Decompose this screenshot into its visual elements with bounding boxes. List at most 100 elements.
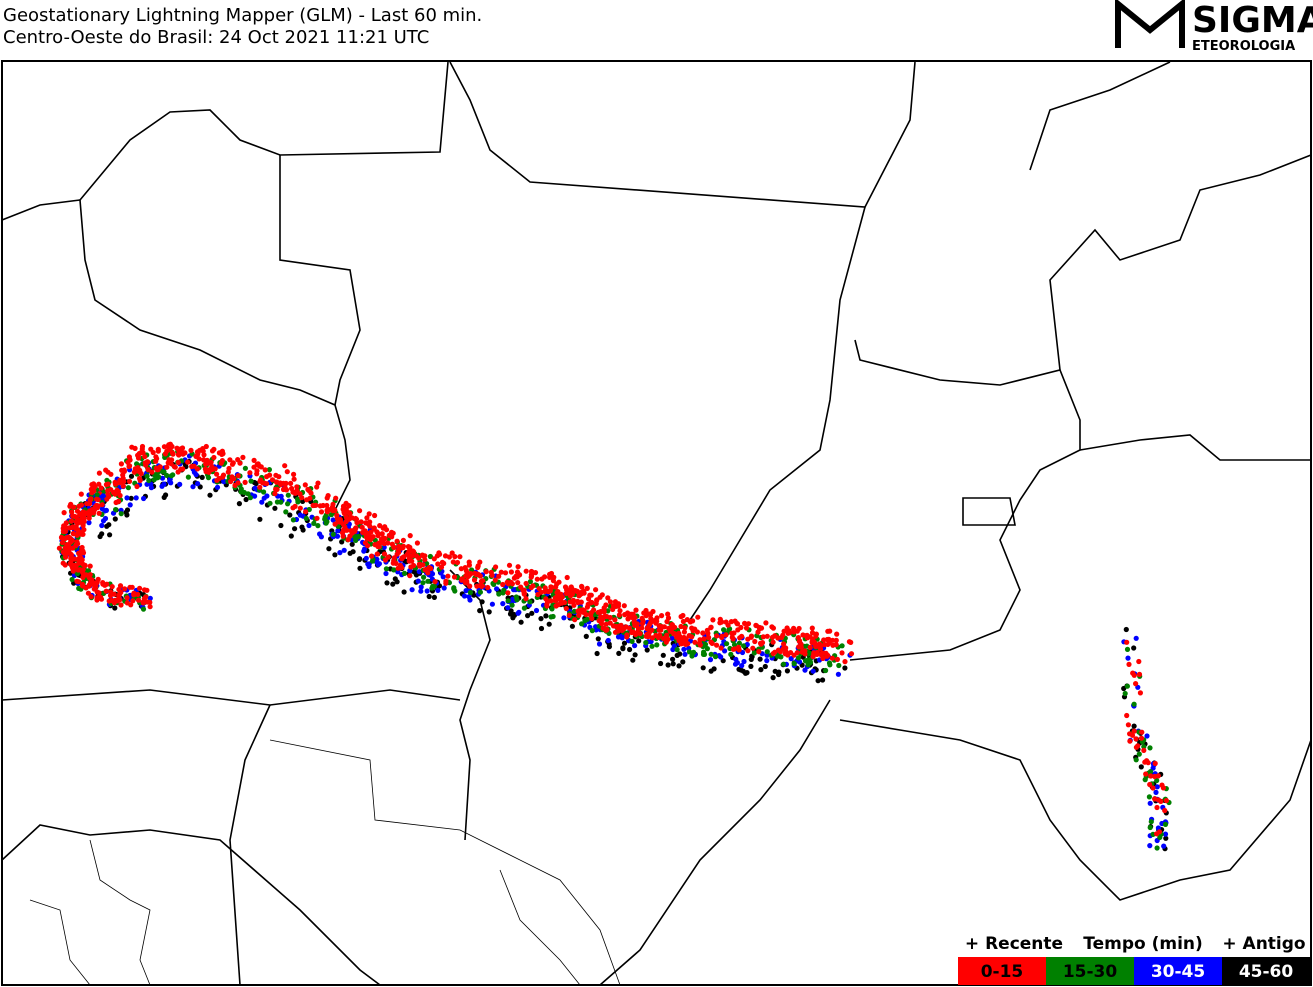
lightning-dot [518,584,524,590]
lightning-dot [272,491,278,497]
lightning-dot [424,588,430,594]
lightning-dot [390,581,396,587]
lightning-dot [607,614,613,621]
lightning-dot [521,605,528,611]
lightning-dot [357,508,363,514]
lightning-dot [554,581,560,587]
lightning-dot [723,619,729,625]
lightning-dot [414,540,420,546]
lightning-dot [324,509,330,515]
lightning-dot [201,452,207,458]
lightning-dot [496,591,502,597]
lightning-dot [514,574,520,580]
lightning-dot [1152,773,1158,780]
lightning-dot [435,587,441,594]
lightning-dot [409,587,415,593]
lightning-dot [506,562,513,568]
lightning-dot [283,509,289,515]
lightning-dot [411,549,417,555]
lightning-dot [515,580,521,586]
lightning-dot [644,626,650,632]
lightning-dot [128,602,134,608]
lightning-dot [168,480,174,486]
lightning-dot [290,517,296,523]
lightning-dot [220,472,227,478]
lightning-dot [748,633,755,639]
lightning-dot [329,504,336,510]
lightning-dot [118,511,124,517]
lightning-dot [805,662,811,668]
lightning-dot [134,483,140,490]
lightning-dot [442,553,449,559]
lightning-dot [333,495,339,501]
lightning-dot [575,599,581,606]
lightning-dot [278,482,284,488]
lightning-dot [429,585,435,591]
lightning-dot [391,555,397,561]
lightning-dot [458,566,464,572]
lightning-dot [359,524,365,530]
lightning-dot [823,667,829,674]
lightning-dot [661,635,667,642]
lightning-dot [332,552,338,558]
lightning-dot [589,628,595,634]
lightning-dot [395,548,401,554]
lightning-dot [557,593,563,599]
lightning-dot [665,636,671,643]
lightning-dot [136,469,142,475]
lightning-dot [1124,712,1130,719]
lightning-dot [483,569,489,575]
border [962,497,1016,526]
lightning-dot [383,570,389,577]
lightning-dot [479,583,485,589]
lightning-dot [341,547,347,553]
lightning-dot [95,497,101,503]
lightning-dot [425,570,431,576]
lightning-dot [463,573,469,579]
lightning-dot [320,502,326,509]
lightning-dot [69,509,75,515]
lightning-dot [1147,824,1153,831]
lightning-dot [730,636,736,642]
lightning-dot [363,534,370,540]
lightning-dot [170,451,176,457]
lightning-dot [732,646,738,652]
lightning-dot [1136,671,1143,678]
lightning-dot [1139,729,1145,735]
lightning-dot [104,523,110,529]
lightning-dot [543,613,549,619]
lightning-dot [144,473,150,479]
lightning-dot [87,563,93,569]
lightning-dot [739,633,745,640]
lightning-dot [775,653,781,659]
lightning-dot [112,516,118,522]
lightning-dot [326,546,332,552]
lightning-dot [603,621,609,627]
lightning-dot [728,651,734,658]
lightning-dot [686,649,693,655]
lightning-dot [284,469,290,475]
lightning-dot [827,662,833,668]
lightning-dot [291,476,297,482]
lightning-dot [842,665,848,671]
lightning-dot [381,551,388,557]
lightning-dot [100,493,106,499]
legend-label: 30-45 [1151,962,1205,982]
lightning-dot [369,558,376,564]
lightning-dot [742,620,748,627]
lightning-dot [833,637,839,644]
lightning-dot [1127,738,1133,744]
lightning-dot [418,584,424,590]
lightning-dot [328,511,334,518]
lightning-dot [504,579,510,585]
lightning-dot [1131,723,1137,729]
lightning-dot [567,593,574,599]
lightning-dot [475,564,481,571]
lightning-dot [253,480,259,487]
lightning-dot [1124,683,1130,689]
lightning-dot [1143,771,1149,777]
lightning-dot [1124,646,1131,653]
lightning-dot [242,465,248,471]
lightning-dot [659,613,665,619]
lightning-dot [583,633,589,640]
